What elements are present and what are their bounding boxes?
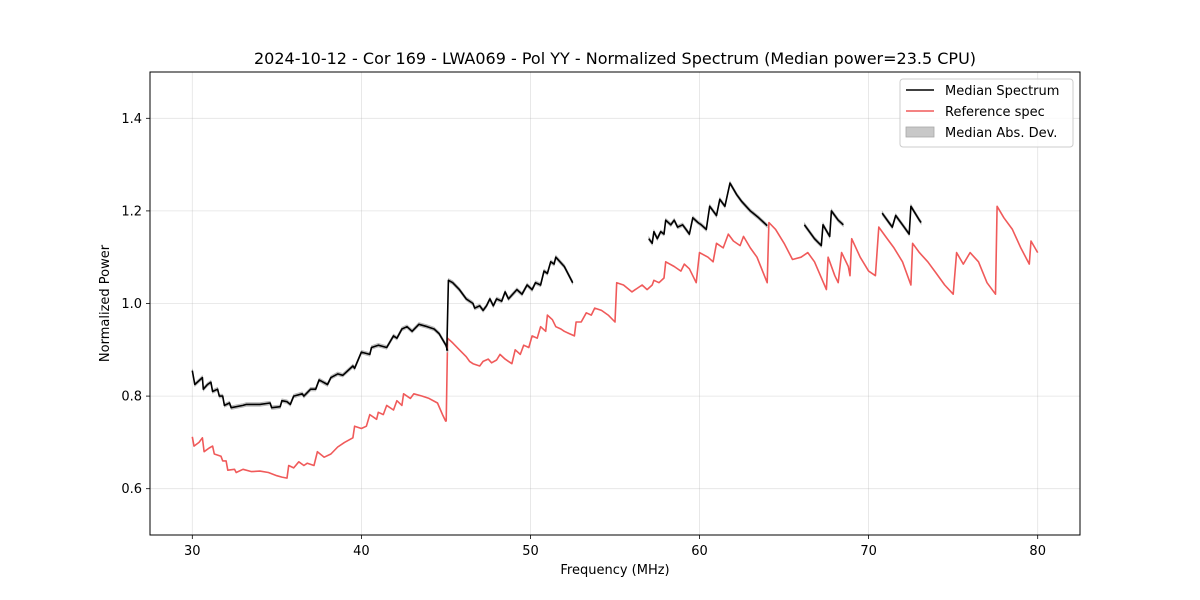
reference-spec-line — [191, 392, 447, 479]
median-spectrum-line — [191, 323, 449, 409]
mad-band — [192, 322, 448, 410]
y-axis-label: Normalized Power — [98, 244, 113, 362]
legend: Median Spectrum Reference spec Median Ab… — [899, 78, 1074, 148]
median-spectrum-line — [648, 182, 768, 245]
median-spectrum-line — [881, 205, 922, 235]
y-tick-label: 0.8 — [121, 390, 142, 405]
y-tick-label: 1.4 — [121, 112, 142, 127]
median-spectrum-line — [446, 256, 574, 351]
y-tick-label: 1.2 — [121, 204, 142, 219]
x-tick-label: 70 — [860, 544, 877, 559]
y-tick-label: 0.6 — [121, 482, 142, 497]
chart-title: 2024-10-12 - Cor 169 - LWA069 - Pol YY -… — [254, 49, 976, 68]
median-spectrum-line — [803, 210, 844, 247]
legend-label-median-spectrum: Median Spectrum — [945, 84, 1059, 99]
x-tick-label: 80 — [1029, 544, 1046, 559]
x-tick-label: 40 — [353, 544, 370, 559]
x-axis-ticks: 30 40 50 60 70 80 — [184, 535, 1046, 559]
series-layer — [191, 180, 1039, 479]
reference-spec-line — [445, 205, 1039, 422]
x-tick-label: 60 — [691, 544, 708, 559]
legend-swatch-median-abs-dev — [905, 126, 935, 138]
x-tick-label: 50 — [522, 544, 539, 559]
legend-label-median-abs-dev: Median Abs. Dev. — [945, 126, 1057, 141]
mad-band — [446, 254, 574, 353]
y-tick-label: 1.0 — [121, 297, 142, 312]
legend-label-reference-spec: Reference spec — [945, 105, 1045, 120]
y-axis-ticks: 0.6 0.8 1.0 1.2 1.4 — [121, 112, 150, 497]
x-axis-label: Frequency (MHz) — [560, 563, 669, 578]
x-tick-label: 30 — [184, 544, 201, 559]
mad-band — [881, 203, 922, 237]
legend-box — [899, 78, 1074, 148]
